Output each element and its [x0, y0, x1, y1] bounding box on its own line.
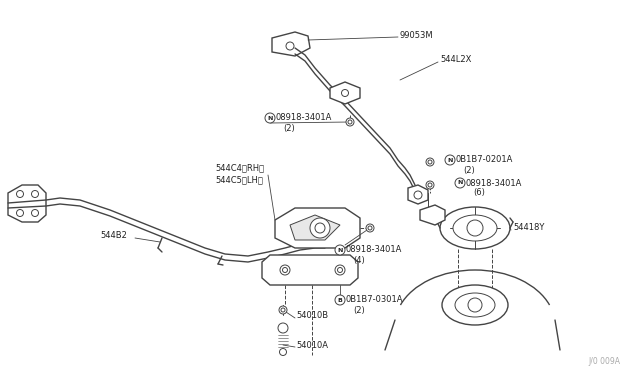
Text: N: N — [268, 115, 273, 121]
Text: (2): (2) — [463, 166, 475, 174]
Circle shape — [315, 223, 325, 233]
Text: 54418Y: 54418Y — [513, 224, 545, 232]
Circle shape — [31, 190, 38, 198]
Text: B: B — [337, 298, 342, 302]
Text: 0B1B7-0301A: 0B1B7-0301A — [346, 295, 403, 305]
Text: 544C5〈LH〉: 544C5〈LH〉 — [215, 176, 263, 185]
Circle shape — [337, 267, 342, 273]
Polygon shape — [262, 255, 358, 285]
Circle shape — [468, 298, 482, 312]
Text: (6): (6) — [473, 189, 485, 198]
Circle shape — [281, 308, 285, 312]
Circle shape — [368, 226, 372, 230]
Circle shape — [282, 267, 287, 273]
Circle shape — [428, 183, 432, 187]
Ellipse shape — [455, 293, 495, 317]
Text: 54010B: 54010B — [296, 311, 328, 321]
Circle shape — [445, 155, 455, 165]
Polygon shape — [290, 215, 340, 240]
Circle shape — [335, 265, 345, 275]
Ellipse shape — [453, 215, 497, 241]
Polygon shape — [272, 32, 310, 56]
Circle shape — [335, 295, 345, 305]
Circle shape — [426, 158, 434, 166]
Circle shape — [346, 118, 354, 126]
Circle shape — [278, 323, 288, 333]
Polygon shape — [8, 185, 46, 222]
Circle shape — [467, 220, 483, 236]
Text: 0B1B7-0201A: 0B1B7-0201A — [456, 155, 513, 164]
Text: N: N — [458, 180, 463, 186]
Text: N: N — [447, 157, 452, 163]
Circle shape — [280, 265, 290, 275]
Polygon shape — [408, 185, 428, 204]
Ellipse shape — [440, 207, 510, 249]
Circle shape — [342, 90, 349, 96]
Circle shape — [310, 218, 330, 238]
Text: N: N — [337, 247, 342, 253]
Circle shape — [366, 224, 374, 232]
Text: 54010A: 54010A — [296, 340, 328, 350]
Circle shape — [280, 349, 287, 356]
Circle shape — [17, 190, 24, 198]
Text: J/0 009A: J/0 009A — [588, 357, 620, 366]
Polygon shape — [330, 82, 360, 104]
Polygon shape — [275, 208, 360, 248]
Circle shape — [414, 191, 422, 199]
Text: (4): (4) — [353, 256, 365, 264]
Circle shape — [279, 306, 287, 314]
Text: (2): (2) — [283, 124, 295, 132]
Text: 08918-3401A: 08918-3401A — [466, 179, 522, 187]
Circle shape — [31, 209, 38, 217]
Text: 08918-3401A: 08918-3401A — [276, 113, 332, 122]
Circle shape — [286, 42, 294, 50]
Circle shape — [455, 178, 465, 188]
Text: 544C4〈RH〉: 544C4〈RH〉 — [215, 164, 264, 173]
Text: 08918-3401A: 08918-3401A — [346, 246, 403, 254]
Circle shape — [335, 245, 345, 255]
Text: 544B2: 544B2 — [100, 231, 127, 240]
Circle shape — [265, 113, 275, 123]
Text: 99053M: 99053M — [400, 31, 434, 39]
Ellipse shape — [442, 285, 508, 325]
Text: (2): (2) — [353, 305, 365, 314]
Text: 544L2X: 544L2X — [440, 55, 472, 64]
Polygon shape — [420, 205, 445, 225]
Circle shape — [428, 160, 432, 164]
Circle shape — [426, 181, 434, 189]
Circle shape — [348, 120, 352, 124]
Circle shape — [17, 209, 24, 217]
